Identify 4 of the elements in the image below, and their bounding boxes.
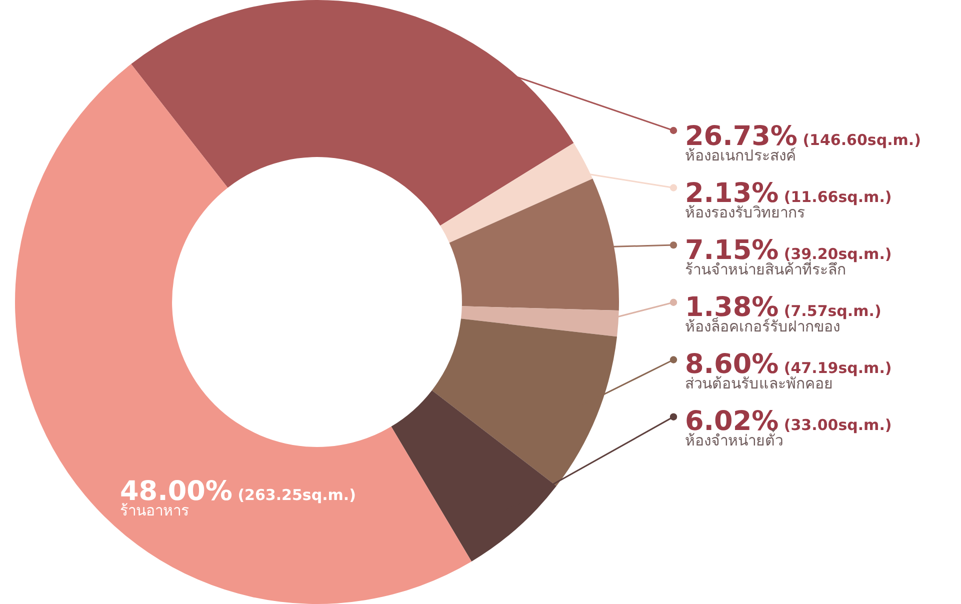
legend-label: ห้องรองรับวิทยากร — [685, 204, 805, 222]
legend-label: ส่วนต้อนรับและพักคอย — [685, 374, 833, 393]
slice-label: ร้านอาหาร — [120, 502, 189, 520]
donut-slice — [15, 64, 472, 604]
